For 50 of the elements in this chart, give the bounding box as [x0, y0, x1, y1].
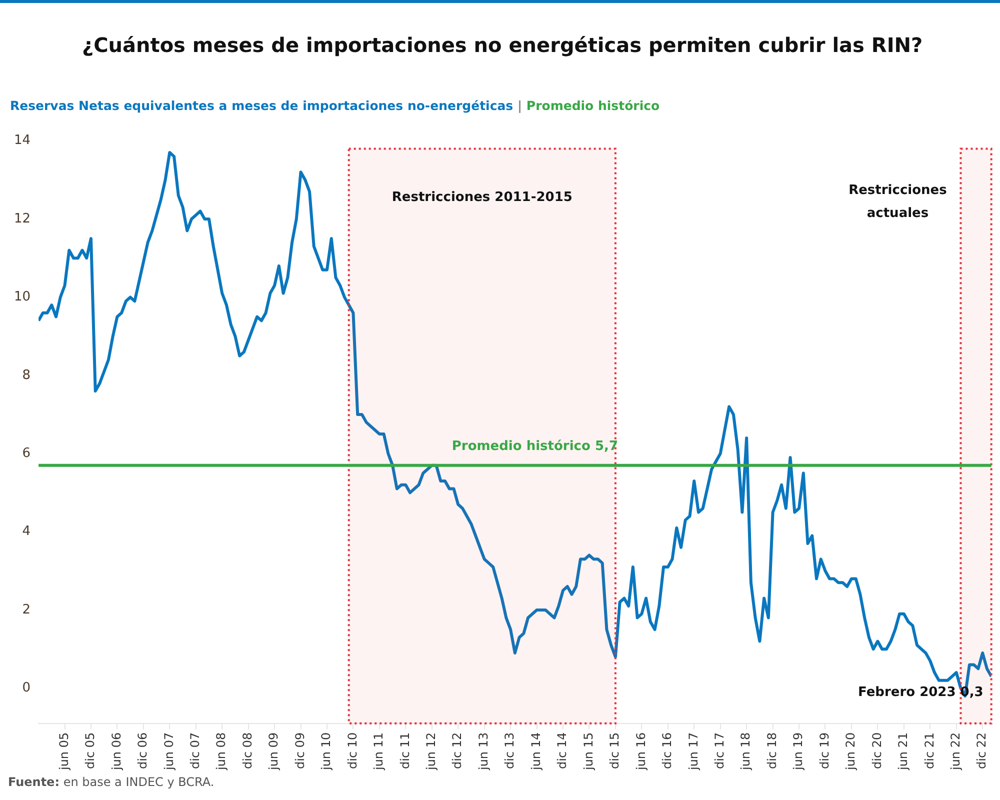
x-tick-label: jun 12 [424, 732, 438, 772]
x-tick-label: jun 20 [844, 732, 858, 772]
x-tick-label: jun 18 [738, 732, 753, 772]
x-tick-label: jun 11 [372, 732, 386, 772]
chart-title: ¿Cuántos meses de importaciones no energéticas permiten cubrir las RIN? [82, 33, 923, 57]
x-tick-label: dic 07 [188, 732, 202, 770]
x-tick-label: jun 21 [896, 732, 910, 772]
x-tick-label: jun 19 [791, 732, 806, 772]
x-tick-label: jun 08 [214, 732, 228, 772]
x-tick-label: dic 13 [502, 732, 517, 770]
x-tick-label: jun 17 [686, 732, 700, 772]
x-tick-label: dic 15 [608, 732, 622, 770]
y-tick-label: 14 [14, 133, 31, 148]
x-tick-label: dic 22 [974, 732, 989, 770]
x-tick-label: jun 16 [634, 732, 648, 772]
x-tick-label: jun 15 [581, 732, 596, 772]
x-tick-label: jun 05 [56, 732, 71, 772]
x-tick-label: dic 06 [136, 732, 150, 770]
x-tick-label: jun 07 [162, 732, 176, 772]
x-tick-label: dic 16 [660, 732, 674, 770]
y-tick-label: 2 [22, 602, 31, 618]
band-label: Restricciones actuales [848, 183, 948, 222]
x-tick-label: dic 14 [555, 732, 570, 770]
x-tick-label: dic 12 [450, 732, 464, 770]
x-tick-label: jun 14 [528, 732, 543, 772]
y-tick-label: 12 [14, 211, 31, 226]
ref-line-label: Promedio histórico 5,7 [452, 439, 618, 454]
band-label: Restricciones 2011-2015 [392, 190, 572, 206]
x-tick-label: dic 09 [292, 732, 307, 770]
x-tick-label: dic 08 [240, 732, 254, 770]
x-tick-label: dic 11 [398, 732, 412, 770]
y-tick-label: 0 [22, 680, 31, 696]
x-tick-label: jun 09 [266, 732, 281, 772]
chart-subtitle: Reservas Netas equivalentes a meses de importaciones no-energéticas | Promedio histórico [10, 98, 660, 113]
x-tick-label: dic 19 [817, 732, 832, 770]
x-tick-label: jun 22 [948, 732, 962, 772]
x-tick-label: jun 13 [476, 732, 490, 772]
y-tick-label: 8 [22, 368, 31, 383]
x-tick-label: dic 05 [83, 732, 98, 770]
y-tick-label: 6 [22, 446, 31, 461]
x-tick-label: dic 20 [870, 732, 884, 770]
y-tick-label: 4 [22, 524, 31, 540]
source-note: Fuente: en base a INDEC y BCRA. [8, 775, 214, 789]
x-tick-label: dic 21 [922, 732, 936, 770]
x-tick-label: jun 10 [319, 732, 334, 772]
x-tick-label: dic 18 [764, 732, 779, 770]
x-tick-label: jun 06 [109, 732, 124, 772]
y-tick-label: 10 [14, 290, 31, 305]
x-tick-label: dic 10 [345, 732, 360, 770]
x-tick-label: dic 17 [712, 732, 726, 770]
